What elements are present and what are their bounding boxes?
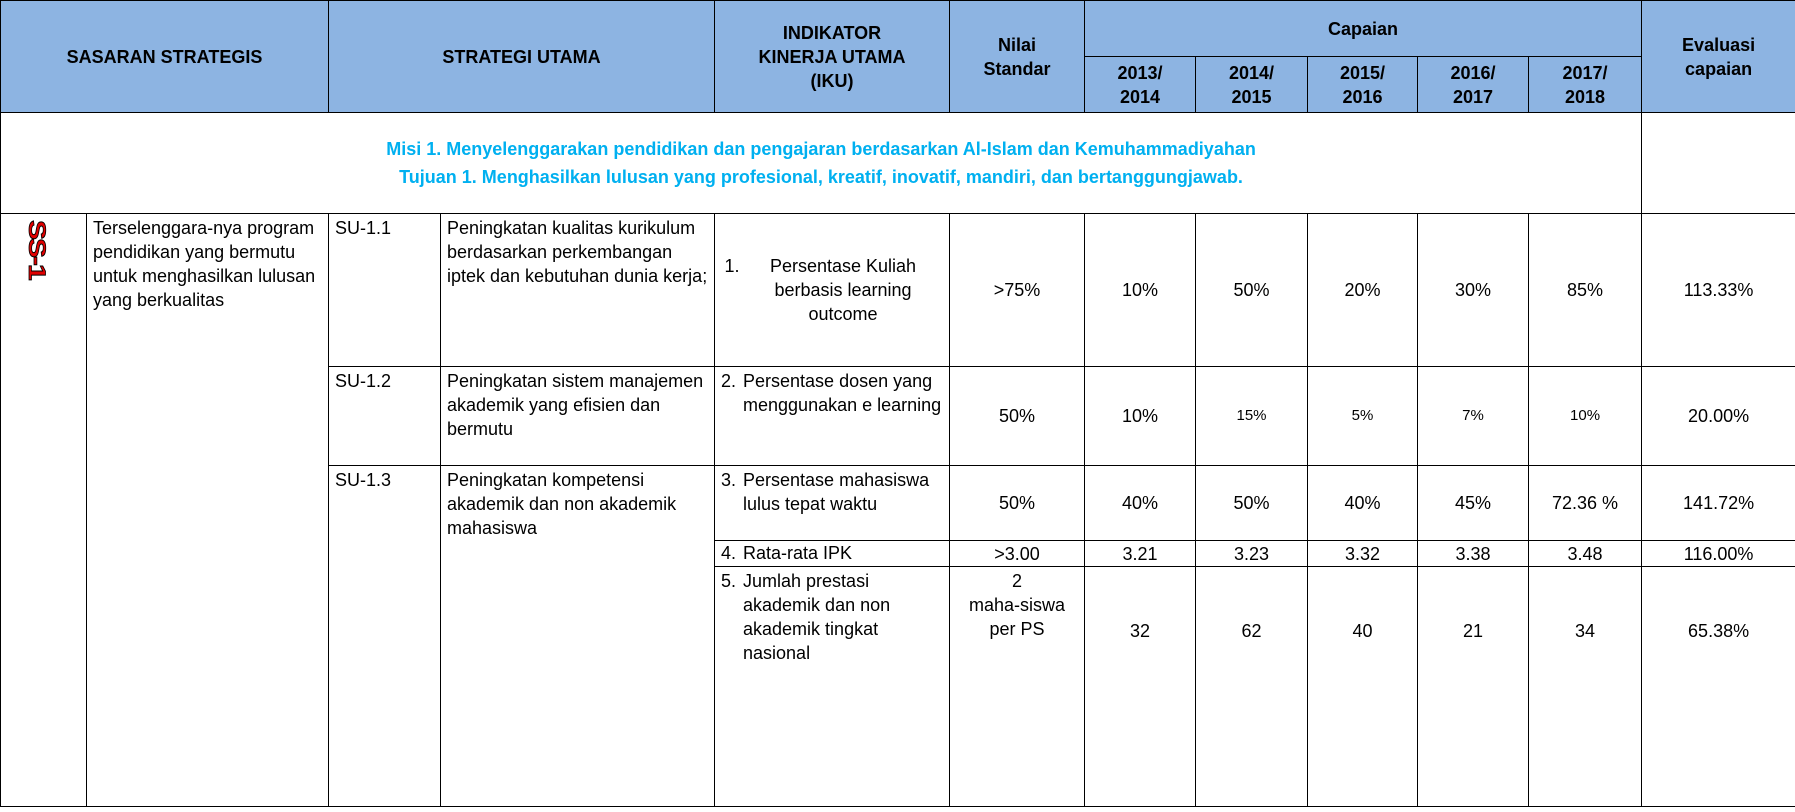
header-row: SASARAN STRATEGIS STRATEGI UTAMA INDIKAT… xyxy=(0,0,1795,113)
value: 50% xyxy=(1195,213,1309,367)
row: 5. Jumlah prestasi akademik dan non akade… xyxy=(1,566,1795,807)
evaluation: 65.38% xyxy=(1641,566,1795,807)
strategy-text: Peningkatan sistem manajemen akademik ya… xyxy=(439,366,716,466)
strategy-code: SU-1.1 xyxy=(328,213,441,367)
evaluation: 20.00% xyxy=(1641,366,1795,466)
evaluation: 141.72% xyxy=(1641,465,1795,541)
value: 10% xyxy=(1084,366,1197,466)
value: 32 xyxy=(1084,566,1197,807)
value: 10% xyxy=(1528,366,1643,466)
indicator-cell: 5. Jumlah prestasi akademik dan non akade… xyxy=(714,566,951,807)
value: 5% xyxy=(1307,366,1419,466)
header-cell: Evaluasi capaian xyxy=(1641,0,1795,113)
value: 72.36 % xyxy=(1528,465,1643,541)
row: SU-1.3 Peningkatan kompetensi akademik d… xyxy=(1,465,1795,807)
value: 3.23 xyxy=(1195,540,1309,567)
value: 10% xyxy=(1084,213,1197,367)
indicator-text: Rata-rata IPK xyxy=(743,543,853,563)
value: 3.32 xyxy=(1307,540,1419,567)
row: SS-1 Terselenggara-nya program pendidika… xyxy=(0,213,1795,807)
value: 50% xyxy=(1195,465,1309,541)
header-cell: INDIKATOR KINERJA UTAMA (IKU) xyxy=(714,0,951,113)
indicator-number: 2. xyxy=(721,371,737,391)
value: 40% xyxy=(1084,465,1197,541)
mission-text: Misi 1. Menyelenggarakan pendidikan dan … xyxy=(386,139,1256,159)
indicator-number: 3. xyxy=(721,470,737,490)
strategy-code: SU-1.2 xyxy=(328,366,441,466)
value: 85% xyxy=(1528,213,1643,367)
standard: 50% xyxy=(949,465,1086,541)
objective-text: Tujuan 1. Menghasilkan lulusan yang prof… xyxy=(399,167,1243,187)
indicator-text: Persentase mahasiswa lulus tepat waktu xyxy=(743,470,930,514)
header-cell: Capaian xyxy=(1084,0,1643,57)
standard: >75% xyxy=(949,213,1086,367)
indicator-text: Persentase dosen yang menggunakan e lear… xyxy=(743,371,942,415)
value: 45% xyxy=(1417,465,1530,541)
value: 15% xyxy=(1195,366,1309,466)
strategy-text: Peningkatan kualitas kurikulum berdasark… xyxy=(439,213,716,367)
header-cell: SASARAN STRATEGIS xyxy=(0,0,329,113)
goal-code-cell: SS-1 xyxy=(0,213,87,807)
strategy-code: SU-1.3 xyxy=(328,465,441,807)
mission-cell: Misi 1. Menyelenggarakan pendidikan dan … xyxy=(0,112,1643,214)
header-cell: STRATEGI UTAMA xyxy=(327,0,716,113)
header-row: 2013/ 2014 2014/ 2015 2015/ 2016 2016/ 2… xyxy=(1,56,1795,113)
indicator-text: Persentase Kuliah berbasis learning outc… xyxy=(769,256,917,324)
indicator-text: Jumlah prestasi akademik dan non akademi… xyxy=(743,571,891,663)
value: 34 xyxy=(1528,566,1643,807)
value: 3.38 xyxy=(1417,540,1530,567)
year-cell: 2014/ 2015 xyxy=(1195,56,1309,113)
year-cell: 2013/ 2014 xyxy=(1084,56,1197,113)
standard: 50% xyxy=(949,366,1086,466)
year-cell: 2016/ 2017 xyxy=(1417,56,1530,113)
standard-line: per PS xyxy=(989,619,1045,639)
value: 3.21 xyxy=(1084,540,1197,567)
indicator-cell: 1. Persentase Kuliah berbasis learning ou… xyxy=(714,213,951,367)
value: 30% xyxy=(1417,213,1530,367)
standard: 2 maha-siswa per PS xyxy=(949,566,1086,807)
value: 40% xyxy=(1307,465,1419,541)
indicator-cell: 4. Rata-rata IPK xyxy=(714,540,951,567)
standard: >3.00 xyxy=(949,540,1086,567)
evaluation: 113.33% xyxy=(1641,213,1795,367)
goal-text: Terselenggara-nya program pendidikan yan… xyxy=(86,213,329,807)
goal-code: SS-1 xyxy=(23,220,50,280)
mission-row: Misi 1. Menyelenggarakan pendidikan dan … xyxy=(0,112,1795,214)
header-cell: Nilai Standar xyxy=(949,0,1086,113)
strategy-text: Peningkatan kompetensi akademik dan non … xyxy=(439,465,716,807)
standard-line: 2 xyxy=(1012,571,1023,591)
indicator-number: 4. xyxy=(721,543,737,563)
value: 3.48 xyxy=(1528,540,1643,567)
value: 40 xyxy=(1307,566,1419,807)
indicator-number: 5. xyxy=(721,571,737,591)
value: 21 xyxy=(1417,566,1530,807)
value: 20% xyxy=(1307,213,1419,367)
empty-cell xyxy=(1641,112,1795,214)
year-cell: 2017/ 2018 xyxy=(1528,56,1643,113)
indicator-cell: 2. Persentase dosen yang menggunakan e le… xyxy=(714,366,951,466)
year-cell: 2015/ 2016 xyxy=(1307,56,1419,113)
evaluation: 116.00% xyxy=(1641,540,1795,567)
standard-line: maha-siswa xyxy=(969,595,1066,615)
indicator-number: 1. xyxy=(724,256,740,276)
value: 7% xyxy=(1417,366,1530,466)
indicator-cell: 3. Persentase mahasiswa lulus tepat waktu xyxy=(714,465,951,541)
value: 62 xyxy=(1195,566,1309,807)
